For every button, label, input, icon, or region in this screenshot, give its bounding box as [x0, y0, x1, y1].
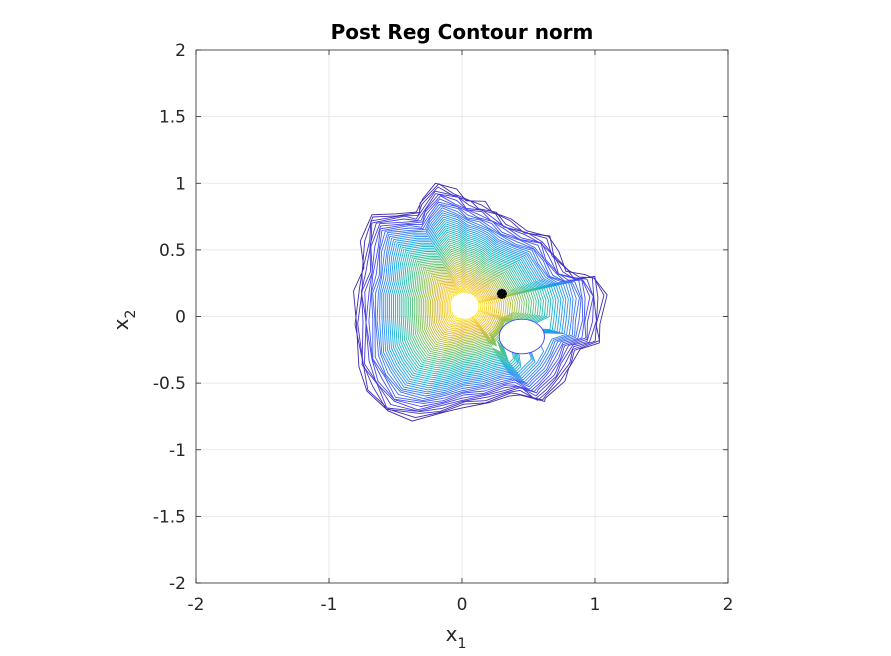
y-tick-label: 2: [175, 41, 186, 61]
contour-line: [443, 282, 492, 328]
contour-line: [391, 223, 559, 383]
contour-line: [379, 209, 574, 395]
contour-line: [431, 268, 507, 340]
y-tick-label: 0: [175, 308, 186, 328]
x-tick-label: -2: [188, 595, 205, 615]
contour-line: [430, 267, 509, 342]
contour-line: [360, 193, 595, 412]
contour-line: [445, 284, 490, 326]
y-tick-labels: -2 -1.5 -1 -0.5 0 0.5 1 1.5 2: [153, 41, 186, 594]
y-axis-label-main: x: [109, 318, 133, 330]
y-axis-label: x2: [109, 310, 139, 331]
contour-lines: [353, 182, 608, 422]
contour-line: [428, 265, 512, 344]
contour-line: [435, 272, 503, 337]
y-tick-label: -1: [169, 441, 186, 461]
density-peak: [450, 292, 479, 319]
y-tick-label: -1.5: [153, 507, 186, 527]
x-tick-label: -1: [321, 595, 338, 615]
y-axis-label-subscript: 2: [123, 310, 139, 319]
density-hole: [498, 318, 545, 355]
contour-line: [406, 240, 540, 367]
contour-line: [381, 212, 572, 393]
contour-line: [410, 244, 535, 363]
x-axis-label-main: x: [446, 622, 458, 646]
x-axis-label-subscript: 1: [457, 636, 466, 652]
y-tick-label: 0.5: [159, 241, 186, 261]
contour-line: [433, 270, 505, 339]
y-tick-label: -2: [169, 574, 186, 594]
contour-line: [389, 221, 562, 385]
contour-line: [393, 225, 557, 381]
contour-line: [398, 231, 549, 375]
contour-line: [361, 190, 597, 413]
contour-line: [372, 203, 582, 402]
contour-line: [376, 207, 577, 397]
x-tick-labels: -2 -1 0 1 2: [188, 595, 734, 615]
contour-line: [441, 280, 494, 330]
contour-line: [387, 218, 564, 387]
contour-line: [394, 227, 554, 379]
contour-line: [402, 236, 544, 371]
contour-line: [368, 198, 586, 404]
contour-line: [438, 276, 498, 333]
x-axis-label: x1: [446, 622, 467, 652]
contour-line: [412, 246, 532, 361]
contour-line: [364, 193, 594, 411]
chart-title: Post Reg Contour norm: [331, 20, 594, 44]
marker-point: [496, 288, 507, 299]
y-tick-label: -0.5: [153, 374, 186, 394]
x-tick-label: 0: [457, 595, 468, 615]
contour-line: [383, 214, 569, 391]
y-axis-label-group: x2: [109, 310, 139, 331]
contour-line: [385, 216, 567, 389]
contour-line: [440, 278, 496, 332]
y-tick-label: 1: [175, 174, 186, 194]
contour-line: [404, 238, 542, 369]
contour-line: [446, 285, 488, 325]
contour-line: [421, 257, 521, 351]
contour-line: [426, 263, 514, 346]
contour-line: [375, 205, 580, 400]
contour-line: [370, 201, 584, 403]
contour-line: [408, 242, 537, 365]
x-tick-label: 2: [723, 595, 734, 615]
marker-stroke: [497, 289, 507, 299]
contour-line: [448, 287, 486, 323]
contour-line: [396, 229, 552, 377]
contour-line: [400, 234, 547, 373]
contour-line: [436, 274, 500, 335]
y-tick-label: 1.5: [159, 108, 186, 128]
contour-line: [419, 254, 523, 353]
tick-marks: [195, 49, 729, 584]
x-tick-label: 1: [590, 595, 601, 615]
